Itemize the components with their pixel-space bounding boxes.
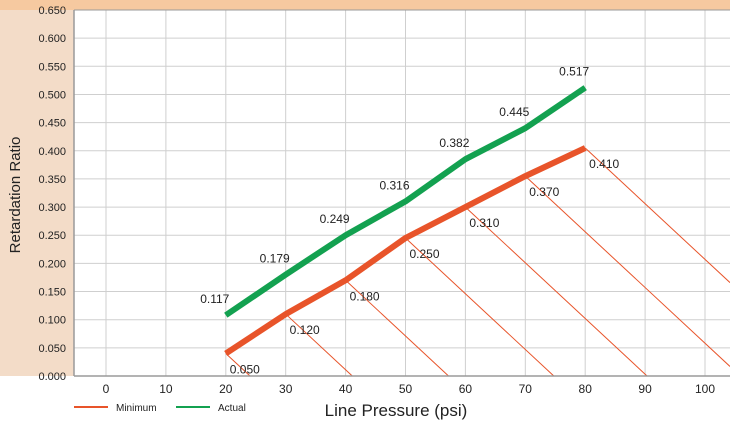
data-label-minimum: 0.310 bbox=[469, 216, 499, 230]
data-label-actual: 0.517 bbox=[559, 65, 589, 79]
y-tick-label: 0.200 bbox=[38, 258, 66, 270]
y-tick-label: 0.300 bbox=[38, 202, 66, 214]
data-label-actual: 0.382 bbox=[439, 136, 469, 150]
x-tick-label: 60 bbox=[459, 382, 473, 396]
data-label-actual: 0.117 bbox=[200, 292, 229, 306]
data-label-minimum: 0.370 bbox=[529, 185, 559, 199]
y-tick-label: 0.450 bbox=[38, 118, 66, 130]
data-label-minimum: 0.250 bbox=[409, 247, 439, 261]
x-tick-label: 70 bbox=[519, 382, 533, 396]
x-tick-label: 90 bbox=[638, 382, 652, 396]
y-tick-label: 0.250 bbox=[38, 230, 66, 242]
y-tick-label: 0.500 bbox=[38, 89, 66, 101]
series-lines bbox=[224, 85, 587, 357]
data-label-actual: 0.445 bbox=[499, 105, 529, 119]
data-label-actual: 0.179 bbox=[260, 252, 290, 266]
y-tick-label: 0.100 bbox=[38, 315, 66, 327]
x-tick-label: 20 bbox=[219, 382, 233, 396]
top-band bbox=[0, 0, 730, 10]
guide-lines bbox=[225, 147, 730, 377]
y-tick-label: 0.050 bbox=[38, 343, 66, 355]
data-labels: 0.117 0.179 0.249 0.316 0.382 0.445 0.517 0.050… bbox=[200, 65, 619, 377]
legend-actual-label: Actual bbox=[218, 403, 246, 414]
x-tick-label: 10 bbox=[159, 382, 173, 396]
series-line-actual bbox=[224, 85, 587, 318]
data-label-minimum: 0.120 bbox=[290, 323, 320, 337]
y-axis-label: Retardation Ratio bbox=[7, 137, 24, 254]
x-tick-label: 50 bbox=[399, 382, 413, 396]
y-tick-label: 0.600 bbox=[38, 33, 66, 45]
y-tick-label: 0.150 bbox=[38, 287, 66, 299]
y-tick-label: 0.650 bbox=[38, 5, 66, 17]
guide-line bbox=[584, 147, 730, 283]
legend-minimum-label: Minimum bbox=[116, 403, 157, 414]
guide-line bbox=[465, 206, 648, 377]
x-tick-label: 80 bbox=[579, 382, 593, 396]
data-label-minimum: 0.180 bbox=[350, 289, 380, 303]
plot-frame bbox=[73, 9, 730, 377]
legend: Minimum Actual bbox=[74, 403, 246, 414]
y-axis-band bbox=[0, 10, 74, 376]
guide-line bbox=[285, 313, 353, 377]
y-tick-label: 0.000 bbox=[38, 371, 66, 383]
guide-line bbox=[225, 353, 251, 377]
grid-lines bbox=[74, 9, 730, 377]
tick-labels: 0.000 0.050 0.100 0.150 0.200 0.250 0.300 0.350… bbox=[38, 5, 715, 396]
guide-line bbox=[524, 175, 730, 367]
x-tick-label: 100 bbox=[695, 382, 715, 396]
y-tick-label: 0.400 bbox=[38, 146, 66, 158]
data-label-actual: 0.249 bbox=[320, 212, 350, 226]
data-label-minimum: 0.050 bbox=[230, 362, 260, 376]
y-tick-label: 0.350 bbox=[38, 174, 66, 186]
y-tick-label: 0.550 bbox=[38, 61, 66, 73]
x-tick-label: 30 bbox=[279, 382, 293, 396]
guide-line bbox=[405, 237, 555, 377]
data-label-minimum: 0.410 bbox=[589, 157, 619, 171]
x-tick-label: 0 bbox=[103, 382, 110, 396]
guide-line bbox=[345, 279, 449, 377]
x-axis-label: Line Pressure (psi) bbox=[325, 401, 468, 420]
plot-background bbox=[74, 10, 730, 376]
x-tick-label: 40 bbox=[339, 382, 353, 396]
data-label-actual: 0.316 bbox=[379, 178, 409, 192]
series-line-minimum bbox=[224, 145, 587, 357]
